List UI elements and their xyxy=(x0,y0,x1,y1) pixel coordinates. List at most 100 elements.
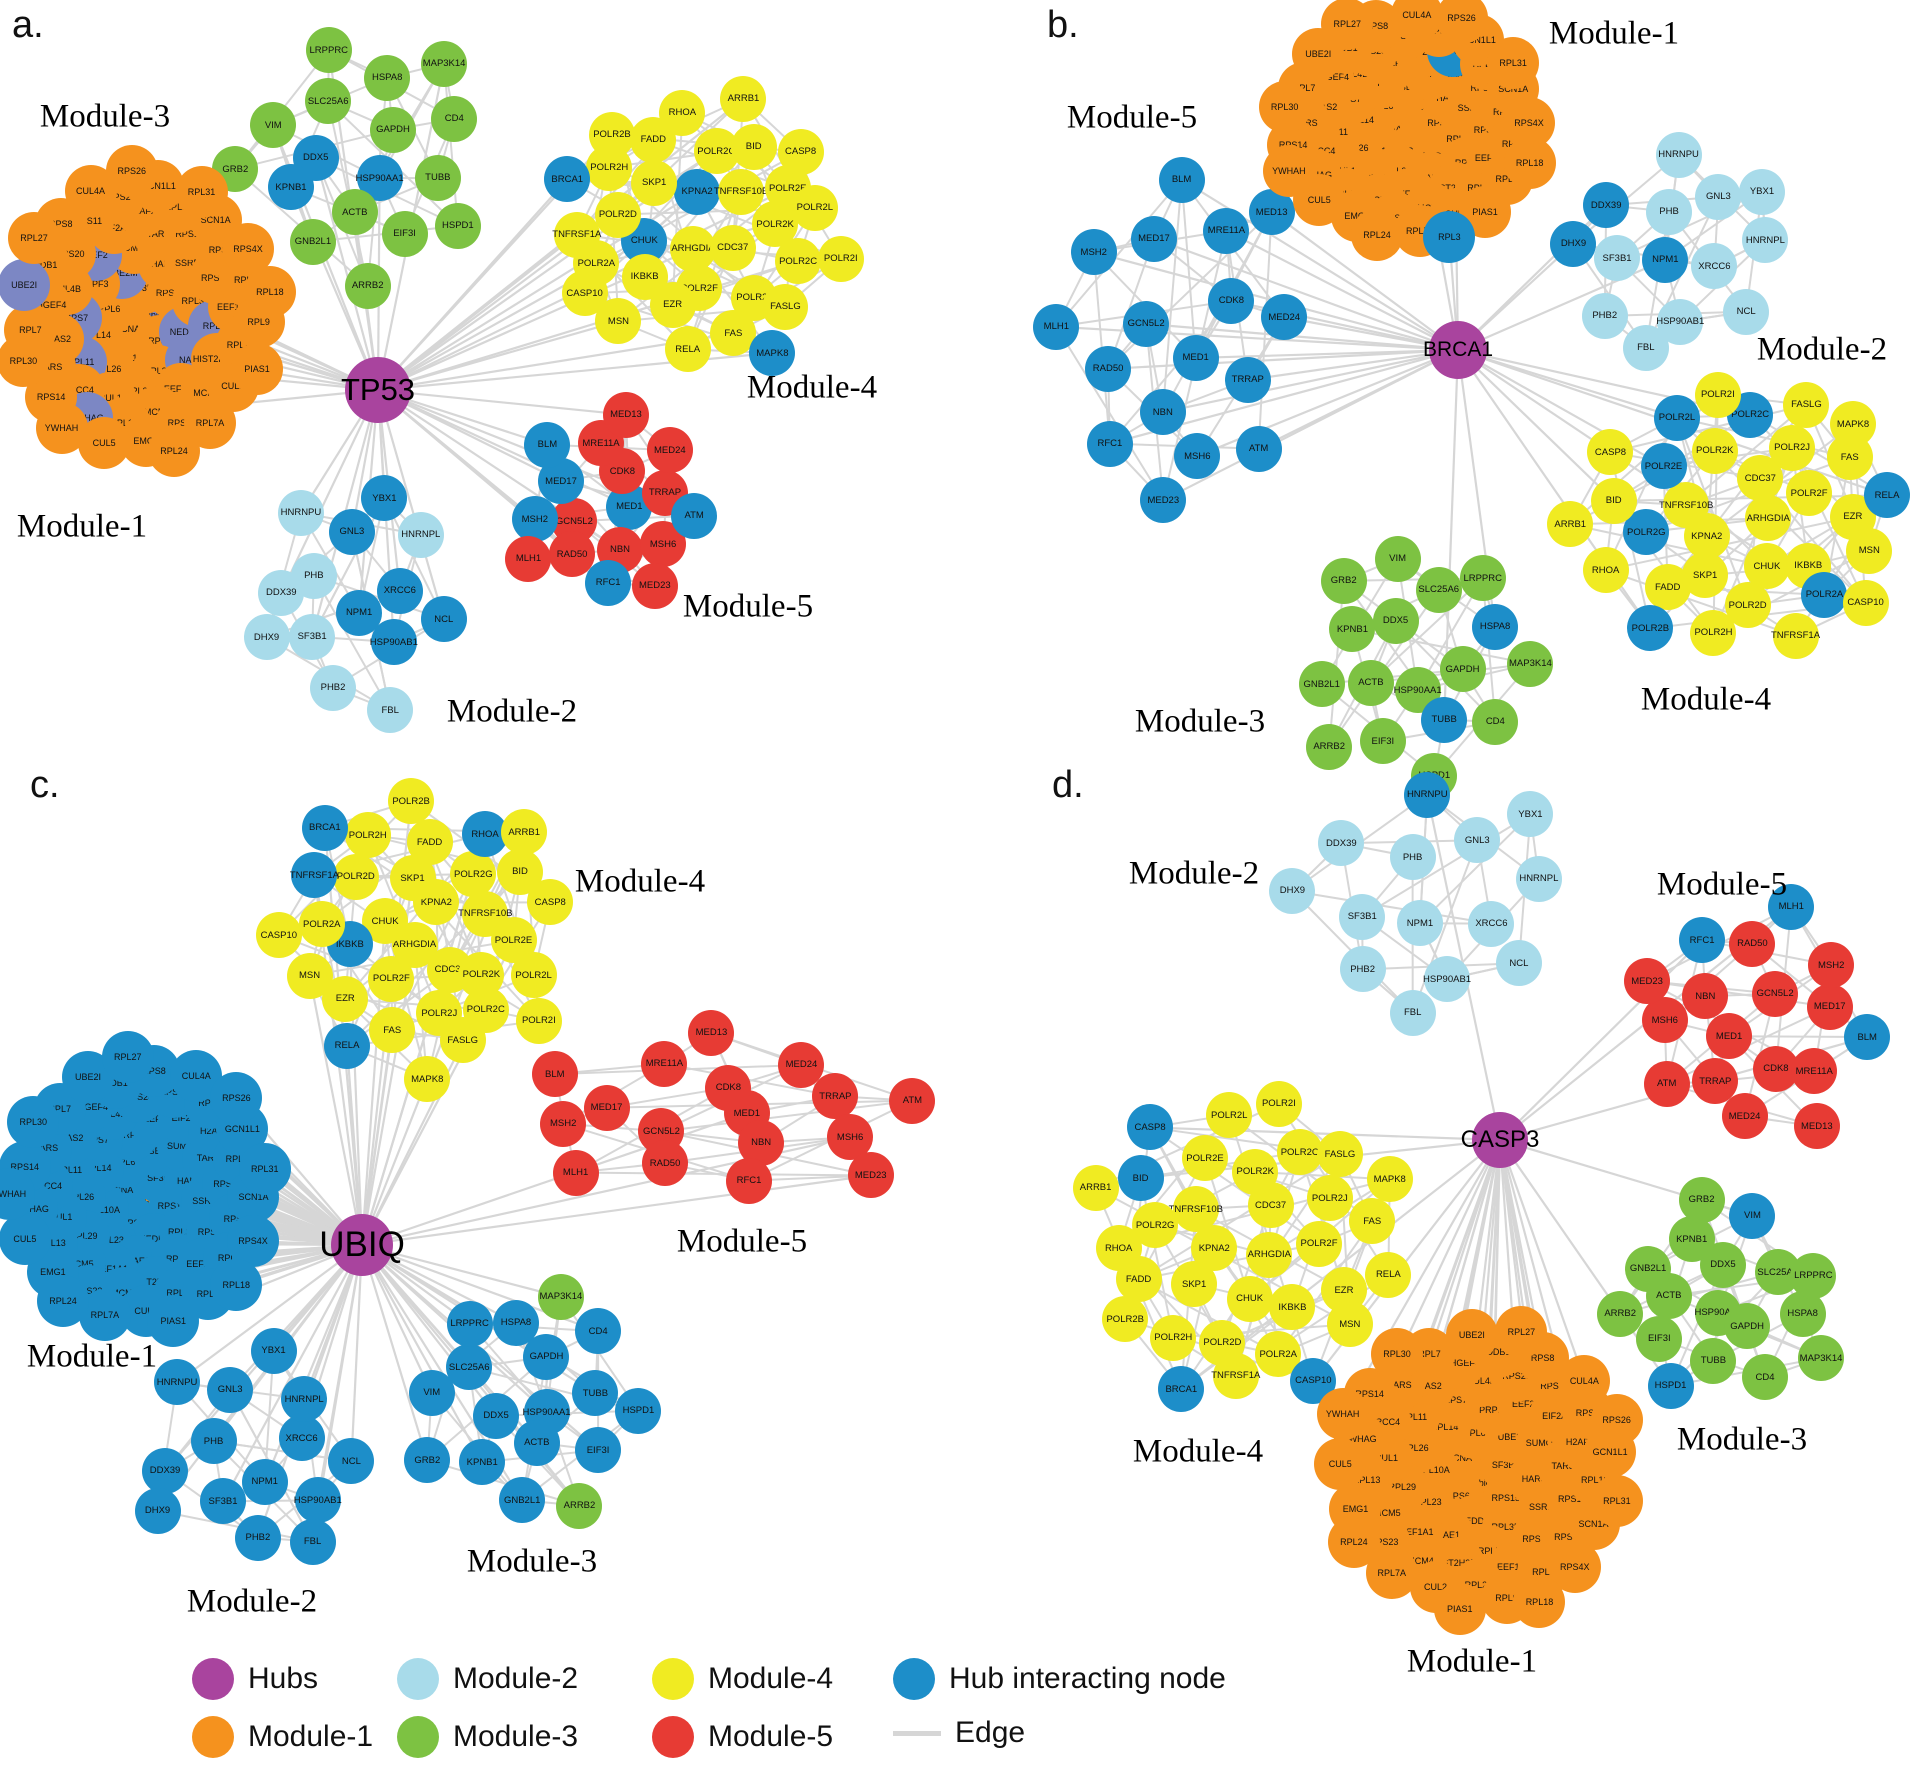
node-gcn5l2[interactable]: GCN5L2 xyxy=(1752,970,1799,1017)
node-faslg[interactable]: FASLG xyxy=(1316,1131,1363,1178)
node-ddx39[interactable]: DDX39 xyxy=(142,1447,189,1494)
node-xrcc6[interactable]: XRCC6 xyxy=(278,1415,325,1462)
node-med24[interactable]: MED24 xyxy=(646,427,693,474)
node-mlh1[interactable]: MLH1 xyxy=(552,1149,599,1196)
node-ezr[interactable]: EZR xyxy=(649,281,696,328)
node-grb2[interactable]: GRB2 xyxy=(1678,1176,1725,1223)
node-cdk8[interactable]: CDK8 xyxy=(705,1064,752,1111)
node-dhx9[interactable]: DHX9 xyxy=(1550,220,1597,267)
node-ybx1[interactable]: YBX1 xyxy=(1738,168,1785,215)
node-hsp90ab1[interactable]: HSP90AB1 xyxy=(1423,956,1471,1003)
node-fbl[interactable]: FBL xyxy=(289,1518,336,1565)
node-polr2h[interactable]: POLR2H xyxy=(1150,1314,1197,1361)
node-slc25a6[interactable]: SLC25A6 xyxy=(1415,566,1462,613)
hub-tp53[interactable]: TP53 xyxy=(341,357,415,423)
node-mapk8[interactable]: MAPK8 xyxy=(1366,1156,1413,1203)
node-rela[interactable]: RELA xyxy=(1864,472,1911,519)
node-lrpprc[interactable]: LRPPRC xyxy=(1459,555,1506,602)
node-ddx5[interactable]: DDX5 xyxy=(473,1392,520,1439)
node-rpl27[interactable]: RPL27 xyxy=(8,211,61,264)
node-rpl30[interactable]: RPL30 xyxy=(1258,81,1311,134)
node-med1[interactable]: MED1 xyxy=(1706,1013,1753,1060)
node-med23[interactable]: MED23 xyxy=(1624,958,1671,1005)
node-fas[interactable]: FAS xyxy=(1349,1198,1396,1245)
node-ybx1[interactable]: YBX1 xyxy=(250,1327,297,1374)
node-gcn5l2[interactable]: GCN5L2 xyxy=(1123,300,1170,347)
node-rfc1[interactable]: RFC1 xyxy=(1679,917,1726,964)
node-gapdh[interactable]: GAPDH xyxy=(370,106,416,153)
node-eif3i[interactable]: EIF3I xyxy=(1359,718,1406,765)
node-faslg[interactable]: FASLG xyxy=(762,283,809,330)
node-lrpprc[interactable]: LRPPRC xyxy=(446,1300,493,1347)
node-rpl24[interactable]: RPL24 xyxy=(1350,209,1403,261)
node-eif3i[interactable]: EIF3I xyxy=(575,1427,622,1474)
node-tubb[interactable]: TUBB xyxy=(1690,1337,1737,1384)
node-xrcc6[interactable]: XRCC6 xyxy=(1691,243,1738,290)
node-arrb1[interactable]: ARRB1 xyxy=(501,809,548,856)
node-arhgdia[interactable]: ARHGDIA xyxy=(1246,1231,1293,1278)
node-tubb[interactable]: TUBB xyxy=(1421,696,1468,743)
node-bid[interactable]: BID xyxy=(1117,1155,1164,1202)
node-rpl3[interactable]: RPL3 xyxy=(1423,210,1476,263)
node-trrap[interactable]: TRRAP xyxy=(1224,356,1271,403)
node-fbl[interactable]: FBL xyxy=(1389,989,1436,1036)
node-rhoa[interactable]: RHOA xyxy=(1095,1225,1142,1272)
node-vim[interactable]: VIM xyxy=(1729,1192,1776,1239)
node-rad50[interactable]: RAD50 xyxy=(1729,920,1776,967)
node-polr2i[interactable]: POLR2I xyxy=(515,997,562,1044)
node-kpnb1[interactable]: KPNB1 xyxy=(267,164,314,211)
node-rfc1[interactable]: RFC1 xyxy=(585,559,632,606)
node-blm[interactable]: BLM xyxy=(524,421,571,468)
node-bid[interactable]: BID xyxy=(730,123,777,170)
node-polr2f[interactable]: POLR2F xyxy=(1296,1220,1343,1267)
node-phb2[interactable]: PHB2 xyxy=(234,1514,281,1561)
node-dhx9[interactable]: DHX9 xyxy=(134,1487,181,1534)
node-mlh1[interactable]: MLH1 xyxy=(505,535,552,582)
node-fadd[interactable]: FADD xyxy=(406,819,453,866)
node-med13[interactable]: MED13 xyxy=(602,391,649,438)
node-hspd1[interactable]: HSPD1 xyxy=(1647,1362,1694,1409)
node-actb[interactable]: ACTB xyxy=(1347,659,1394,706)
node-pias1[interactable]: PIAS1 xyxy=(1433,1582,1486,1635)
node-map3k14[interactable]: MAP3K14 xyxy=(421,40,468,87)
node-npm1[interactable]: NPM1 xyxy=(1396,900,1443,947)
node-med17[interactable]: MED17 xyxy=(583,1084,630,1131)
node-rpl31[interactable]: RPL31 xyxy=(1487,37,1540,90)
node-actb[interactable]: ACTB xyxy=(513,1419,560,1466)
node-rpl18[interactable]: RPL18 xyxy=(1513,1575,1566,1628)
node-mlh1[interactable]: MLH1 xyxy=(1033,303,1080,350)
node-polr2h[interactable]: POLR2H xyxy=(1690,609,1737,656)
node-map3k14[interactable]: MAP3K14 xyxy=(1507,640,1554,687)
node-ncl[interactable]: NCL xyxy=(1495,940,1542,987)
node-hnrnpu[interactable]: HNRNPU xyxy=(277,489,324,536)
node-tubb[interactable]: TUBB xyxy=(414,154,461,201)
node-phb[interactable]: PHB xyxy=(1646,188,1693,235)
node-polr2b[interactable]: POLR2B xyxy=(588,111,635,158)
node-rfc1[interactable]: RFC1 xyxy=(726,1157,772,1204)
node-xrcc6[interactable]: XRCC6 xyxy=(1468,900,1515,947)
node-eif3i[interactable]: EIF3I xyxy=(1636,1315,1683,1362)
node-dhx9[interactable]: DHX9 xyxy=(243,614,290,661)
node-npm1[interactable]: NPM1 xyxy=(1642,236,1689,283)
node-chuk[interactable]: CHUK xyxy=(1226,1275,1273,1322)
node-cd4[interactable]: CD4 xyxy=(1742,1354,1789,1401)
node-casp10[interactable]: CASP10 xyxy=(561,270,608,317)
node-hnrnpl[interactable]: HNRNPL xyxy=(1515,855,1562,902)
hub-casp3[interactable]: CASP3 xyxy=(1461,1112,1539,1168)
node-hsp90ab1[interactable]: HSP90AB1 xyxy=(370,619,418,666)
node-polr2e[interactable]: POLR2E xyxy=(1182,1135,1228,1182)
node-grb2[interactable]: GRB2 xyxy=(1320,557,1367,604)
node-casp10[interactable]: CASP10 xyxy=(255,912,302,959)
node-rpl24[interactable]: RPL24 xyxy=(1327,1515,1380,1568)
node-phb2[interactable]: PHB2 xyxy=(1581,292,1628,339)
node-msh2[interactable]: MSH2 xyxy=(511,496,558,543)
node-msn[interactable]: MSN xyxy=(1846,527,1893,574)
node-atm[interactable]: ATM xyxy=(671,492,718,539)
node-faslg[interactable]: FASLG xyxy=(439,1017,486,1064)
node-rad50[interactable]: RAD50 xyxy=(642,1140,689,1187)
node-ybx1[interactable]: YBX1 xyxy=(361,475,408,522)
node-polr2d[interactable]: POLR2D xyxy=(594,191,641,238)
node-tnfrsf1a[interactable]: TNFRSF1A xyxy=(1771,612,1820,659)
node-polr2b[interactable]: POLR2B xyxy=(388,778,435,825)
node-ncl[interactable]: NCL xyxy=(1723,288,1770,335)
